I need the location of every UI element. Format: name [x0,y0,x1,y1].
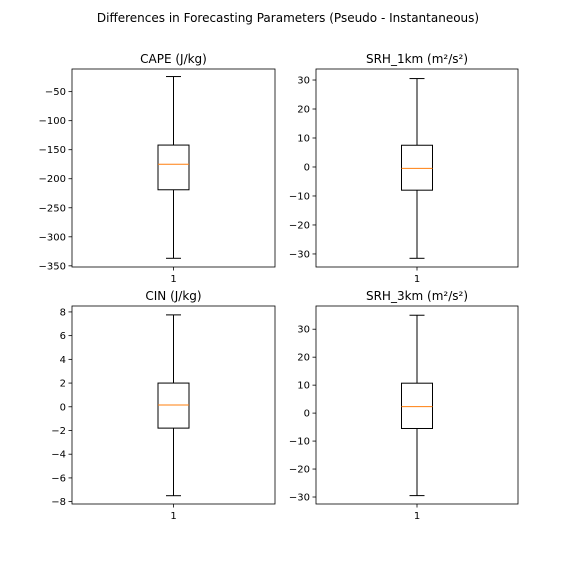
y-tick-label: −350 [39,261,66,272]
y-tick-label: 0 [60,402,66,413]
y-tick-label: −8 [51,497,66,508]
y-tick-label: −30 [289,493,310,504]
panel-cape: CAPE (J/kg) 1 −50 −100 −150 −200 −250 −300 −35… [39,52,276,285]
y-tick-label: −50 [45,87,66,98]
y-tick-label: 20 [297,105,310,116]
y-tick-label: −250 [39,203,66,214]
y-tick-label: 4 [60,355,66,366]
x-tick-label: 1 [414,511,420,522]
x-tick-label: 1 [170,511,176,522]
panel-srh-1km: SRH_1km (m²/s²) 1 30 20 10 0 −10 −20 −30 [289,52,519,285]
y-tick-label: 20 [297,353,310,364]
y-tick-label: −200 [39,174,66,185]
y-tick-label: −30 [289,249,310,260]
figure-suptitle: Differences in Forecasting Parameters (P… [97,11,479,25]
y-tick-label: 8 [60,307,66,318]
panel-title: SRH_3km (m²/s²) [366,289,468,303]
y-tick-label: −20 [289,465,310,476]
panel-title: CIN (J/kg) [145,289,201,303]
y-tick-label: 0 [304,162,310,173]
y-tick-label: −20 [289,220,310,231]
y-tick-label: 0 [304,409,310,420]
x-tick-label: 1 [170,274,176,285]
y-tick-label: 10 [297,133,310,144]
panel-srh-3km: SRH_3km (m²/s²) 1 30 20 10 0 −10 −20 −30 [289,289,519,522]
y-tick-label: 2 [60,379,66,390]
y-tick-label: −6 [51,473,66,484]
y-tick-label: −100 [39,116,66,127]
y-tick-label: 30 [297,76,310,87]
box [401,382,433,429]
y-tick-label: −10 [289,191,310,202]
box [401,144,433,191]
y-tick-label: −150 [39,145,66,156]
panel-title: CAPE (J/kg) [140,52,207,66]
y-tick-label: −300 [39,232,66,243]
x-tick-label: 1 [414,274,420,285]
box [157,144,190,191]
panel-cin: CIN (J/kg) 1 8 6 4 2 0 −2 −4 −6 −8 [51,289,276,522]
panel-title: SRH_1km (m²/s²) [366,52,468,66]
y-tick-label: −10 [289,437,310,448]
y-tick-label: −2 [51,426,66,437]
box [157,382,190,429]
y-tick-label: −4 [51,450,66,461]
y-tick-label: 6 [60,331,66,342]
y-tick-label: 10 [297,381,310,392]
y-tick-label: 30 [297,325,310,336]
